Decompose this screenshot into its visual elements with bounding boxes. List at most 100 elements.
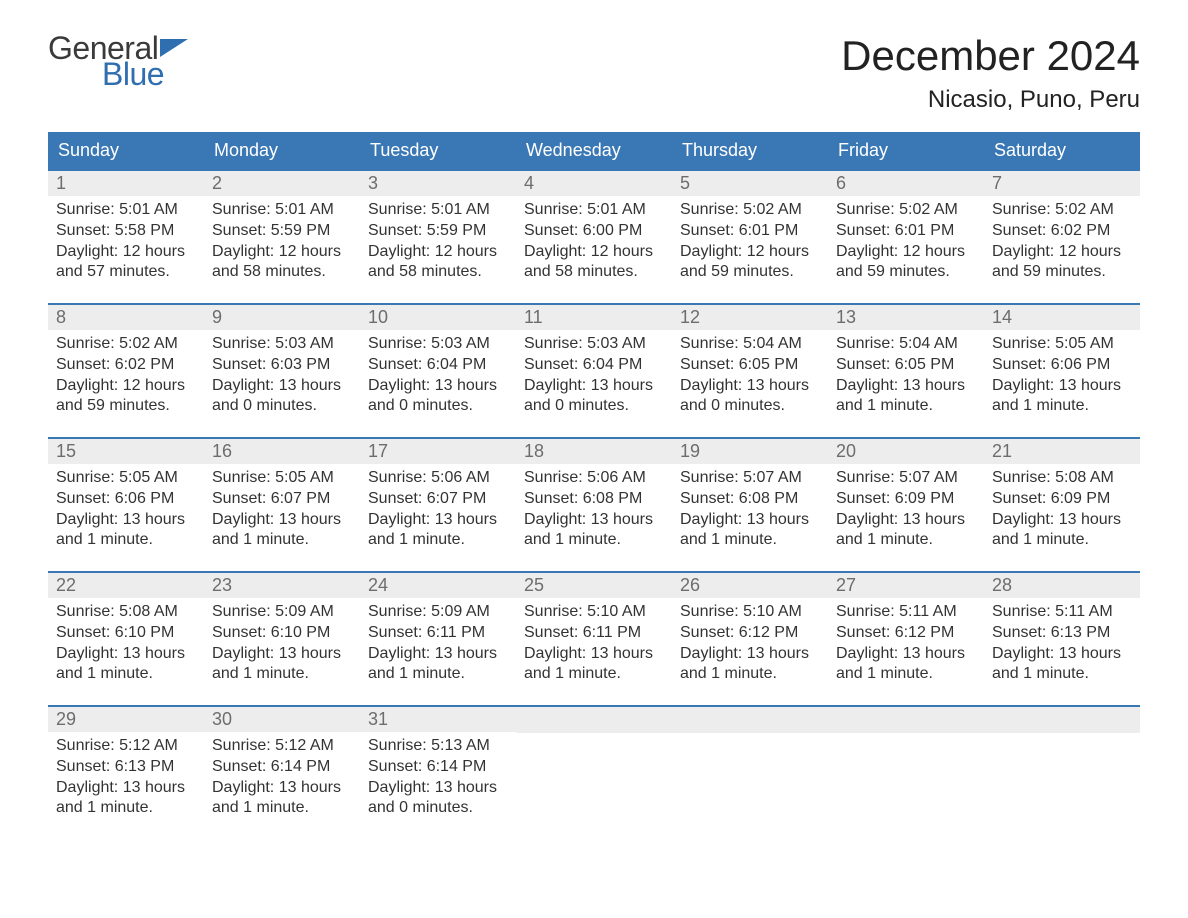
day-number-row: 20	[828, 439, 984, 464]
sunrise-text: Sunrise: 5:01 AM	[212, 200, 352, 221]
day-number: 27	[836, 575, 856, 595]
day-details: Sunrise: 5:02 AMSunset: 6:02 PMDaylight:…	[984, 196, 1140, 287]
day-number-row: 16	[204, 439, 360, 464]
day-number-row: 19	[672, 439, 828, 464]
daylight-text-1: Daylight: 13 hours	[524, 510, 664, 531]
sunrise-text: Sunrise: 5:12 AM	[56, 736, 196, 757]
day-number: 12	[680, 307, 700, 327]
daylight-text-2: and 1 minute.	[56, 530, 196, 551]
daylight-text-2: and 1 minute.	[680, 530, 820, 551]
weekday-header: Sunday	[48, 132, 204, 169]
daylight-text-1: Daylight: 13 hours	[836, 644, 976, 665]
day-details: Sunrise: 5:06 AMSunset: 6:08 PMDaylight:…	[516, 464, 672, 555]
day-number: 24	[368, 575, 388, 595]
day-number-row: 31	[360, 707, 516, 732]
sunrise-text: Sunrise: 5:06 AM	[524, 468, 664, 489]
calendar-day: 14Sunrise: 5:05 AMSunset: 6:06 PMDayligh…	[984, 305, 1140, 423]
day-number: 25	[524, 575, 544, 595]
daylight-text-1: Daylight: 13 hours	[836, 510, 976, 531]
day-number: 23	[212, 575, 232, 595]
day-number-row: 23	[204, 573, 360, 598]
day-number-row: 22	[48, 573, 204, 598]
sunrise-text: Sunrise: 5:03 AM	[524, 334, 664, 355]
day-number: 11	[524, 307, 543, 327]
day-number: 16	[212, 441, 232, 461]
day-details: Sunrise: 5:13 AMSunset: 6:14 PMDaylight:…	[360, 732, 516, 823]
day-number: 26	[680, 575, 700, 595]
day-details: Sunrise: 5:08 AMSunset: 6:09 PMDaylight:…	[984, 464, 1140, 555]
sunrise-text: Sunrise: 5:10 AM	[524, 602, 664, 623]
day-number-row: 18	[516, 439, 672, 464]
sunset-text: Sunset: 6:11 PM	[368, 623, 508, 644]
sunrise-text: Sunrise: 5:08 AM	[56, 602, 196, 623]
daylight-text-1: Daylight: 13 hours	[56, 510, 196, 531]
sunrise-text: Sunrise: 5:05 AM	[212, 468, 352, 489]
day-details: Sunrise: 5:11 AMSunset: 6:12 PMDaylight:…	[828, 598, 984, 689]
sunrise-text: Sunrise: 5:12 AM	[212, 736, 352, 757]
day-details: Sunrise: 5:07 AMSunset: 6:08 PMDaylight:…	[672, 464, 828, 555]
daylight-text-2: and 1 minute.	[992, 530, 1132, 551]
calendar-day: 10Sunrise: 5:03 AMSunset: 6:04 PMDayligh…	[360, 305, 516, 423]
daylight-text-2: and 1 minute.	[680, 664, 820, 685]
daylight-text-2: and 1 minute.	[212, 530, 352, 551]
day-number-row: 2	[204, 171, 360, 196]
sunrise-text: Sunrise: 5:10 AM	[680, 602, 820, 623]
daylight-text-1: Daylight: 13 hours	[524, 644, 664, 665]
calendar-day: 3Sunrise: 5:01 AMSunset: 5:59 PMDaylight…	[360, 171, 516, 289]
calendar-day: 9Sunrise: 5:03 AMSunset: 6:03 PMDaylight…	[204, 305, 360, 423]
month-title: December 2024	[841, 32, 1140, 80]
logo-text-blue: Blue	[102, 58, 190, 90]
day-number: 21	[992, 441, 1012, 461]
day-details: Sunrise: 5:04 AMSunset: 6:05 PMDaylight:…	[828, 330, 984, 421]
day-number-row: 13	[828, 305, 984, 330]
calendar-day: 21 Sunrise: 5:08 AMSunset: 6:09 PMDayligh…	[984, 439, 1140, 557]
sunrise-text: Sunrise: 5:02 AM	[56, 334, 196, 355]
day-number: 20	[836, 441, 856, 461]
calendar-day: 6Sunrise: 5:02 AMSunset: 6:01 PMDaylight…	[828, 171, 984, 289]
calendar-day: 1Sunrise: 5:01 AMSunset: 5:58 PMDaylight…	[48, 171, 204, 289]
day-number-row: 1	[48, 171, 204, 196]
sunrise-text: Sunrise: 5:03 AM	[368, 334, 508, 355]
day-details: Sunrise: 5:05 AMSunset: 6:07 PMDaylight:…	[204, 464, 360, 555]
daylight-text-1: Daylight: 13 hours	[368, 376, 508, 397]
calendar-day: 5Sunrise: 5:02 AMSunset: 6:01 PMDaylight…	[672, 171, 828, 289]
daylight-text-2: and 59 minutes.	[56, 396, 196, 417]
day-details: Sunrise: 5:10 AMSunset: 6:11 PMDaylight:…	[516, 598, 672, 689]
sunset-text: Sunset: 6:08 PM	[680, 489, 820, 510]
day-number: 9	[212, 307, 222, 327]
day-number-row: 6	[828, 171, 984, 196]
calendar-week: 15Sunrise: 5:05 AMSunset: 6:06 PMDayligh…	[48, 437, 1140, 557]
daylight-text-1: Daylight: 13 hours	[368, 778, 508, 799]
calendar-day: 26 Sunrise: 5:10 AMSunset: 6:12 PMDayligh…	[672, 573, 828, 691]
sunset-text: Sunset: 6:13 PM	[56, 757, 196, 778]
calendar-day	[672, 707, 828, 825]
day-number-row	[984, 707, 1140, 733]
calendar-week: 8Sunrise: 5:02 AMSunset: 6:02 PMDaylight…	[48, 303, 1140, 423]
day-number-row: 9	[204, 305, 360, 330]
daylight-text-2: and 1 minute.	[56, 664, 196, 685]
daylight-text-2: and 0 minutes.	[524, 396, 664, 417]
calendar-day: 13Sunrise: 5:04 AMSunset: 6:05 PMDayligh…	[828, 305, 984, 423]
daylight-text-2: and 1 minute.	[836, 396, 976, 417]
sunset-text: Sunset: 6:14 PM	[212, 757, 352, 778]
day-details: Sunrise: 5:02 AMSunset: 6:02 PMDaylight:…	[48, 330, 204, 421]
day-details: Sunrise: 5:01 AMSunset: 5:59 PMDaylight:…	[360, 196, 516, 287]
sunrise-text: Sunrise: 5:08 AM	[992, 468, 1132, 489]
sunset-text: Sunset: 6:04 PM	[524, 355, 664, 376]
daylight-text-1: Daylight: 12 hours	[680, 242, 820, 263]
sunset-text: Sunset: 6:01 PM	[680, 221, 820, 242]
calendar-day: 20Sunrise: 5:07 AMSunset: 6:09 PMDayligh…	[828, 439, 984, 557]
daylight-text-2: and 59 minutes.	[680, 262, 820, 283]
weekday-header: Monday	[204, 132, 360, 169]
calendar-day: 28Sunrise: 5:11 AMSunset: 6:13 PMDayligh…	[984, 573, 1140, 691]
day-details: Sunrise: 5:10 AMSunset: 6:12 PMDaylight:…	[672, 598, 828, 689]
calendar-day: 8Sunrise: 5:02 AMSunset: 6:02 PMDaylight…	[48, 305, 204, 423]
day-details: Sunrise: 5:09 AMSunset: 6:11 PMDaylight:…	[360, 598, 516, 689]
daylight-text-2: and 1 minute.	[368, 530, 508, 551]
sunrise-text: Sunrise: 5:07 AM	[836, 468, 976, 489]
day-details: Sunrise: 5:12 AMSunset: 6:13 PMDaylight:…	[48, 732, 204, 823]
calendar-day: 15Sunrise: 5:05 AMSunset: 6:06 PMDayligh…	[48, 439, 204, 557]
daylight-text-2: and 0 minutes.	[680, 396, 820, 417]
sunrise-text: Sunrise: 5:05 AM	[992, 334, 1132, 355]
day-number: 14	[992, 307, 1012, 327]
